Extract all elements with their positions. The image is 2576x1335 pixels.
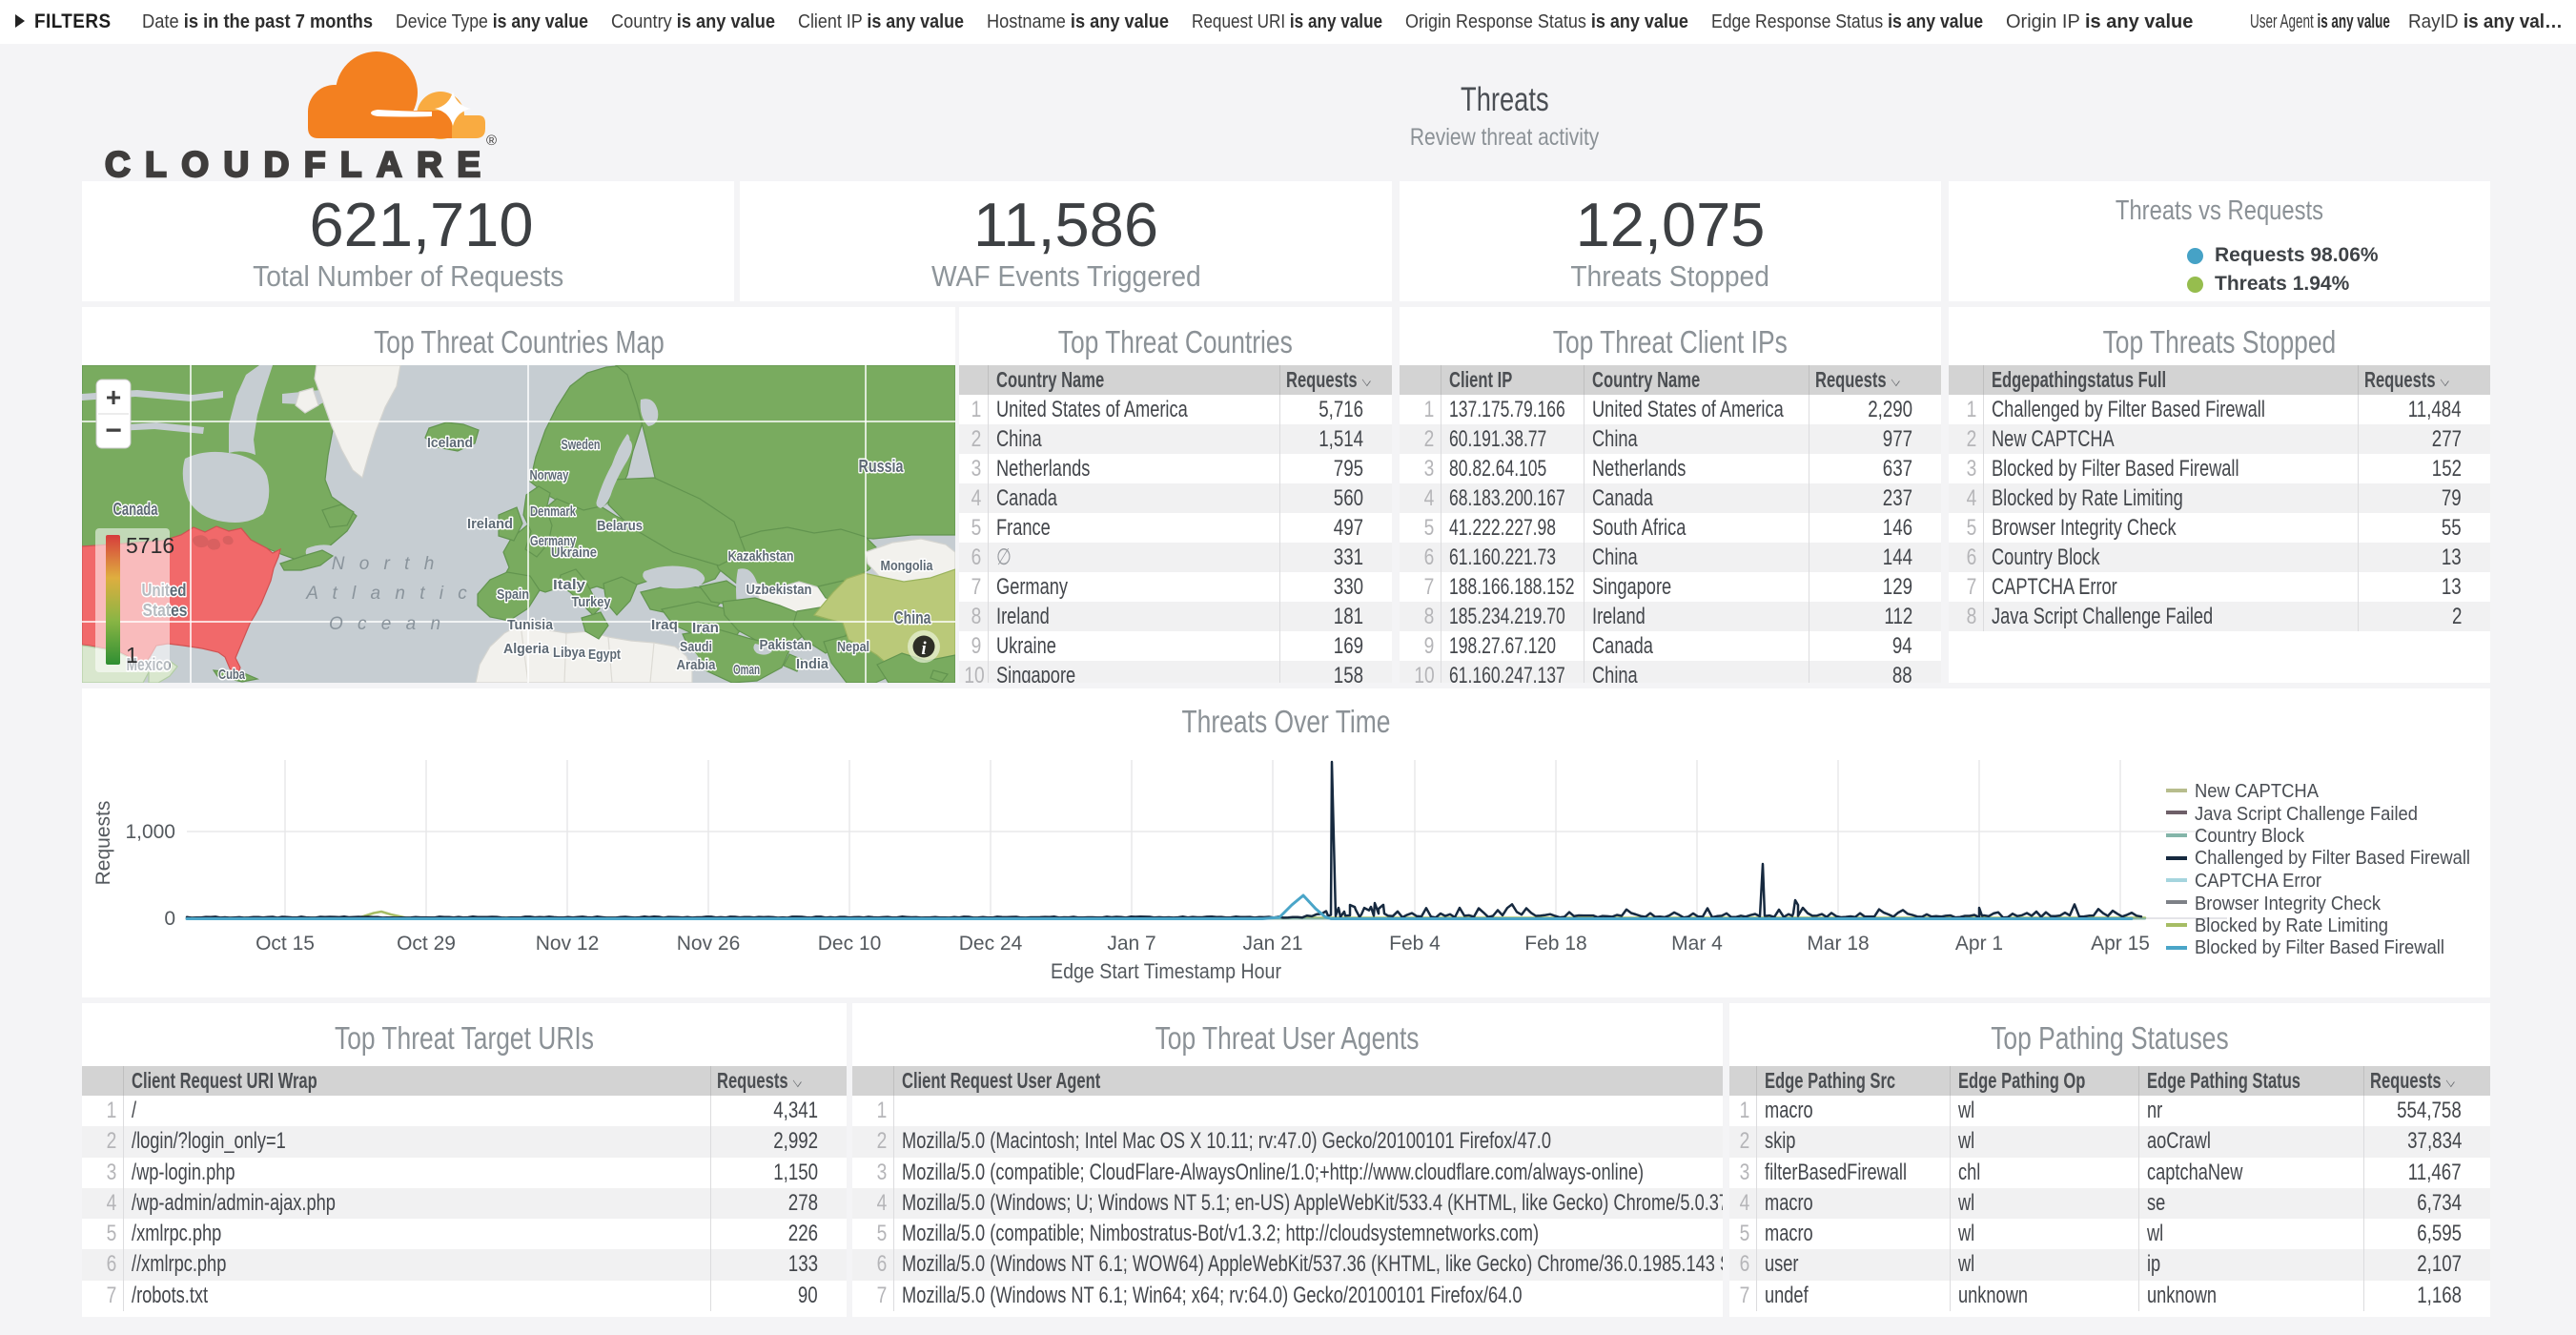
svg-text:Cuba: Cuba <box>218 667 245 683</box>
svg-text:Country Block: Country Block <box>2195 826 2305 847</box>
svg-text:Blocked by Rate Limiting: Blocked by Rate Limiting <box>2195 915 2388 936</box>
svg-text:Oct 15: Oct 15 <box>256 933 315 955</box>
svg-text:Iceland: Iceland <box>427 435 473 451</box>
svg-text:O c e a n: O c e a n <box>329 614 445 634</box>
svg-text:Oct 29: Oct 29 <box>397 933 456 955</box>
svg-text:New CAPTCHA: New CAPTCHA <box>2195 781 2320 802</box>
svg-text:1: 1 <box>126 643 138 668</box>
svg-text:Norway: Norway <box>530 467 569 483</box>
svg-text:Germany: Germany <box>530 533 576 549</box>
svg-text:®: ® <box>486 133 497 149</box>
svg-text:Nov 12: Nov 12 <box>536 933 600 955</box>
svg-text:Spain: Spain <box>497 586 529 603</box>
svg-text:Apr 15: Apr 15 <box>2091 933 2150 955</box>
svg-text:+: + <box>106 382 121 412</box>
svg-text:−: − <box>105 415 122 446</box>
svg-text:Blocked by Filter Based Firewa: Blocked by Filter Based Firewall <box>2195 937 2444 958</box>
svg-text:Mar 4: Mar 4 <box>1671 933 1723 955</box>
svg-text:Italy: Italy <box>553 577 586 593</box>
svg-text:Apr 1: Apr 1 <box>1955 933 2003 955</box>
svg-text:Ukraine: Ukraine <box>551 544 597 561</box>
svg-text:China: China <box>894 608 932 627</box>
svg-text:Nov 26: Nov 26 <box>677 933 741 955</box>
svg-text:Dec 24: Dec 24 <box>959 933 1023 955</box>
svg-text:1,000: 1,000 <box>125 821 175 843</box>
svg-text:Feb 4: Feb 4 <box>1389 933 1441 955</box>
svg-text:Feb 18: Feb 18 <box>1524 933 1586 955</box>
svg-text:Jan 7: Jan 7 <box>1107 933 1155 955</box>
svg-text:Iraq: Iraq <box>651 617 678 633</box>
svg-text:Algeria: Algeria <box>503 641 550 657</box>
svg-text:Jan 21: Jan 21 <box>1242 933 1302 955</box>
svg-text:Sweden: Sweden <box>562 437 601 453</box>
svg-text:Dec 10: Dec 10 <box>818 933 882 955</box>
svg-text:CAPTCHA Error: CAPTCHA Error <box>2195 871 2321 892</box>
svg-text:Egypt: Egypt <box>588 647 621 663</box>
svg-text:Edge Start Timestamp Hour: Edge Start Timestamp Hour <box>1051 959 1281 983</box>
svg-text:0: 0 <box>164 908 175 930</box>
svg-text:Canada: Canada <box>113 500 159 519</box>
svg-text:Arabia: Arabia <box>677 657 717 673</box>
svg-text:N o r t h: N o r t h <box>332 554 440 574</box>
svg-text:Browser Integrity Check: Browser Integrity Check <box>2195 893 2382 914</box>
svg-text:India: India <box>796 656 829 672</box>
svg-text:Java Script Challenge Failed: Java Script Challenge Failed <box>2195 804 2418 825</box>
svg-text:5716: 5716 <box>126 533 174 558</box>
svg-text:Iran: Iran <box>692 620 719 636</box>
svg-text:Saudi: Saudi <box>680 639 712 655</box>
svg-text:Challenged by Filter Based Fir: Challenged by Filter Based Firewall <box>2195 848 2470 869</box>
svg-text:Uzbekistan: Uzbekistan <box>746 582 812 598</box>
svg-text:Belarus: Belarus <box>597 518 643 534</box>
svg-text:Kazakhstan: Kazakhstan <box>728 548 794 565</box>
svg-text:Turkey: Turkey <box>572 594 612 610</box>
svg-text:Ireland: Ireland <box>467 516 513 532</box>
svg-text:Nepal: Nepal <box>837 639 869 655</box>
svg-text:Libya: Libya <box>553 645 586 661</box>
svg-text:Requests: Requests <box>92 801 114 886</box>
svg-text:Denmark: Denmark <box>530 503 576 520</box>
svg-text:Oman: Oman <box>733 662 760 678</box>
svg-text:Pakistan: Pakistan <box>760 637 812 653</box>
svg-text:Mar 18: Mar 18 <box>1807 933 1869 955</box>
svg-text:Tunisia: Tunisia <box>507 617 554 633</box>
svg-text:A t l a n t i c: A t l a n t i c <box>305 584 472 604</box>
svg-text:Mongolia: Mongolia <box>881 558 934 574</box>
svg-text:CLOUDFLARE: CLOUDFLARE <box>105 145 480 184</box>
svg-text:i: i <box>921 639 927 659</box>
svg-text:Russia: Russia <box>859 457 905 476</box>
svg-text:Threats Over Time: Threats Over Time <box>1182 704 1391 739</box>
